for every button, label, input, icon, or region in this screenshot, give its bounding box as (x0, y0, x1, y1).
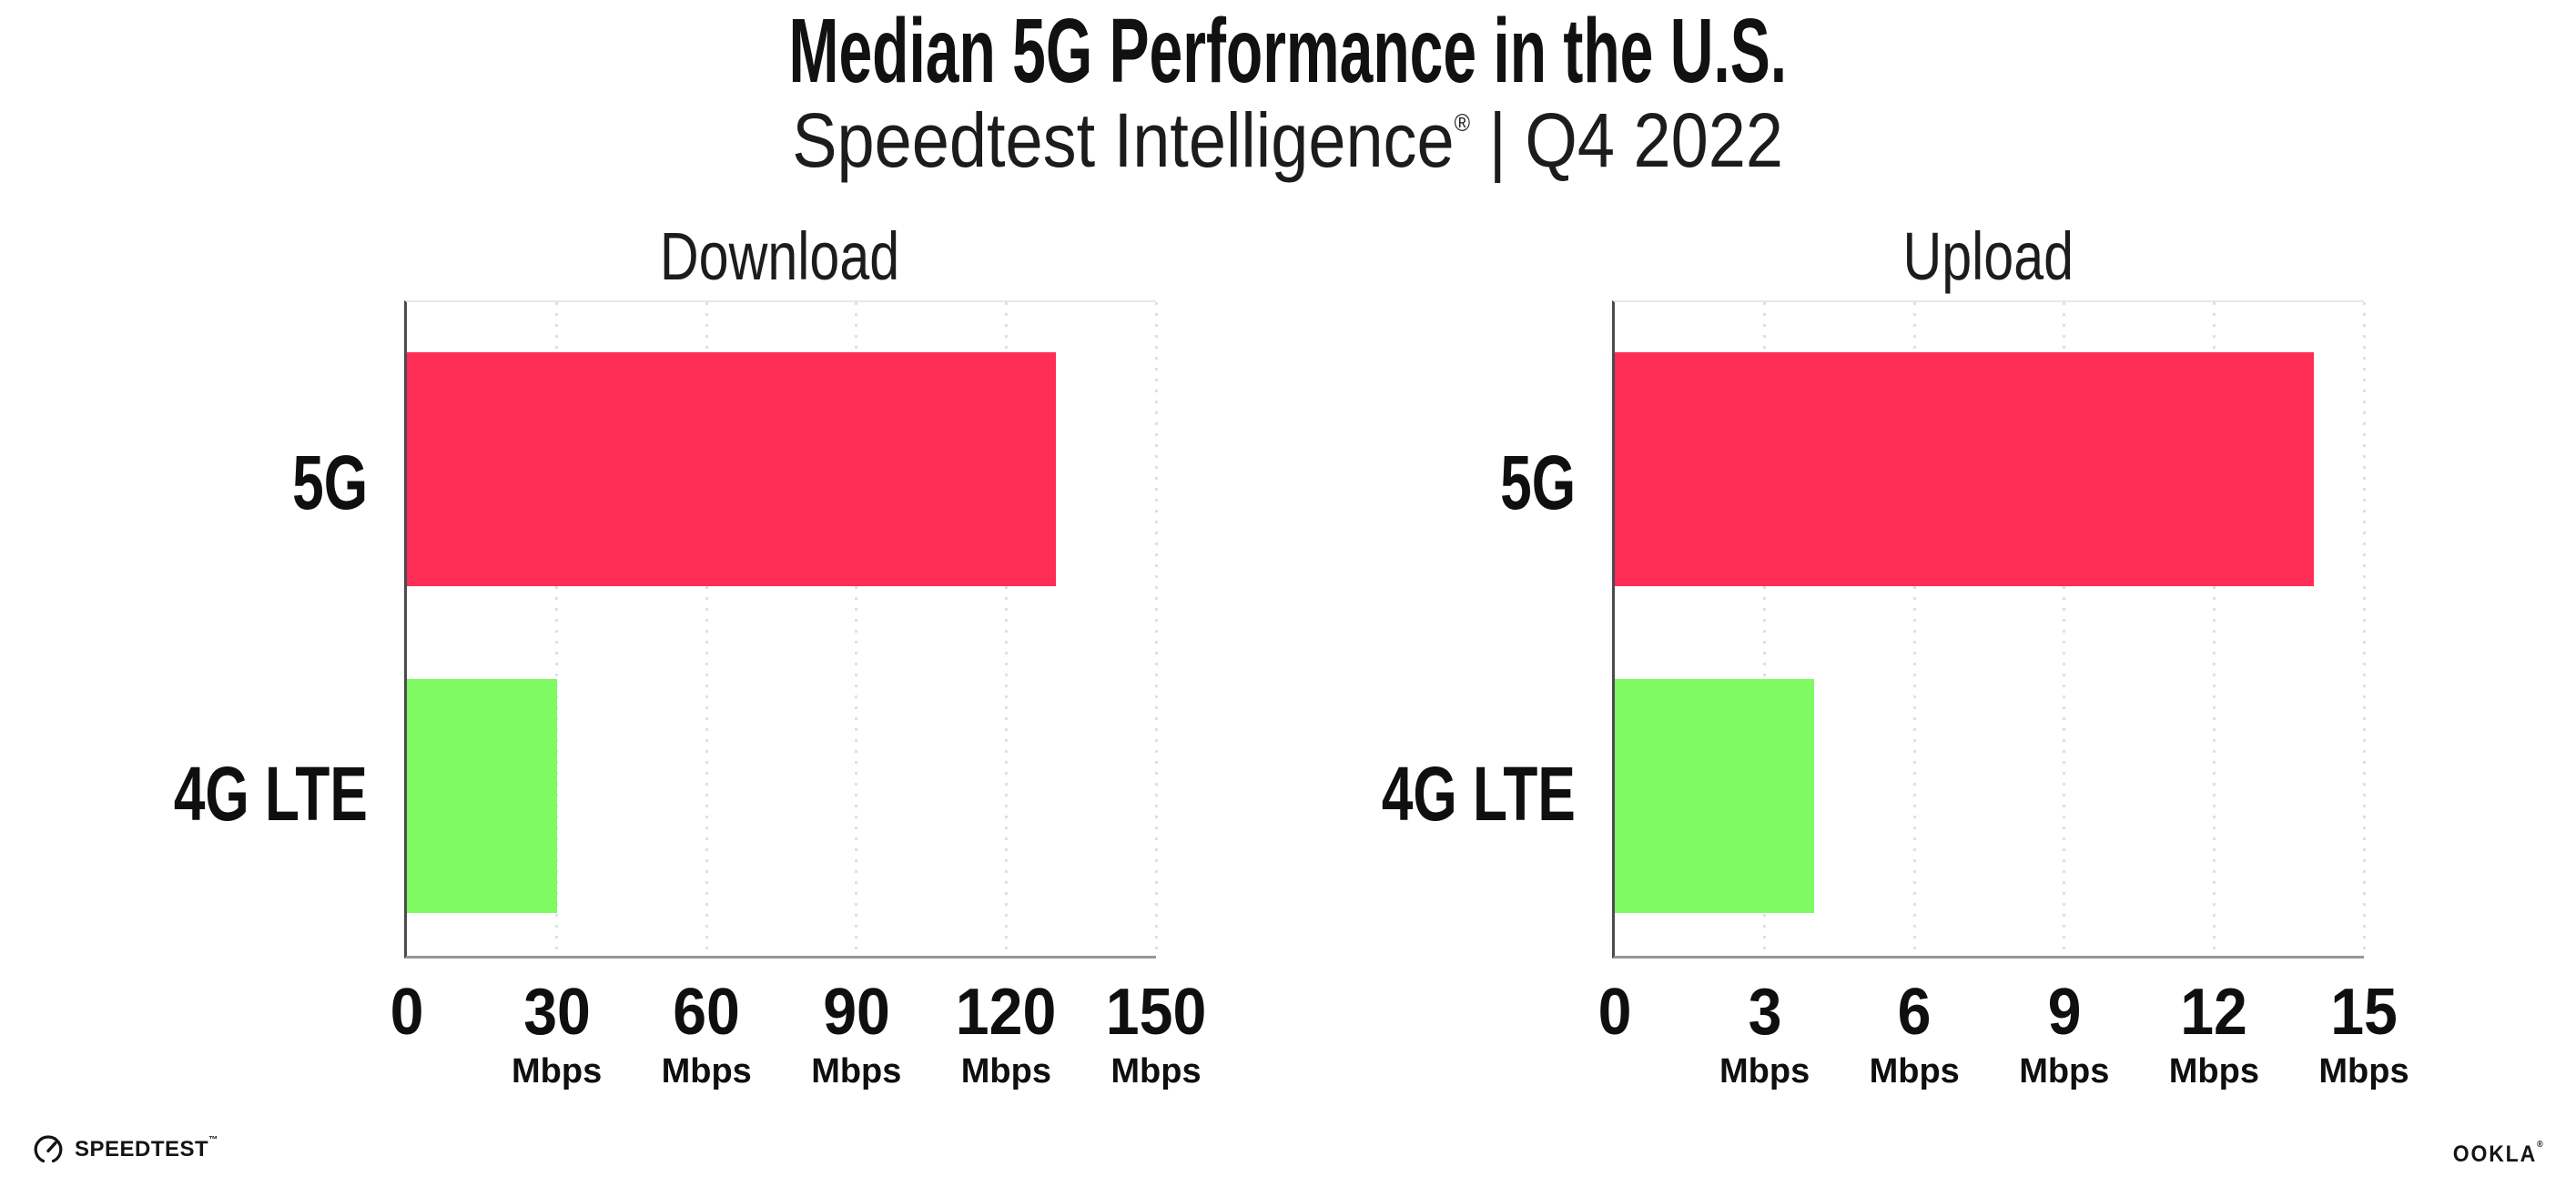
tick-value: 90 (822, 976, 890, 1049)
category-label-4g-lte: 4G LTE (0, 756, 368, 832)
category-label-text: 4G LTE (1382, 751, 1576, 837)
tick-value: 9 (2047, 976, 2082, 1049)
tick-unit: Mbps (511, 1052, 603, 1090)
x-axis-tick-0: 0 (1478, 979, 1751, 1045)
tick-value: 3 (1748, 976, 1782, 1049)
speedtest-logo: SPEEDTEST™ (33, 1134, 218, 1165)
tick-unit: Mbps (661, 1052, 752, 1090)
tick-unit: Mbps (2168, 1052, 2259, 1090)
tick-unit: Mbps (2019, 1052, 2110, 1090)
ookla-label: OOKLA (2453, 1141, 2538, 1167)
category-label-text: 5G (292, 440, 368, 525)
x-axis-tick-0: 0 (270, 979, 543, 1045)
plot-area-upload (1612, 300, 2366, 959)
registered-mark: ® (1455, 109, 1471, 137)
x-axis-tick-15: 15 Mbps (2227, 979, 2500, 1089)
x-axis-tick-9: 9 Mbps (1928, 979, 2201, 1089)
page-title-text: Median 5G Performance in the U.S. (788, 0, 1788, 102)
tick-unit: Mbps (960, 1052, 1051, 1090)
gridline-150-mbps (1154, 302, 1158, 956)
chart-title-text: Upload (1902, 218, 2074, 294)
tick-unit: Mbps (1111, 1052, 1202, 1090)
chart-title-text: Download (660, 218, 900, 294)
category-label-5g: 5G (0, 444, 368, 521)
tick-value: 150 (1105, 976, 1207, 1049)
x-axis-tick-6: 6 Mbps (1778, 979, 2051, 1089)
ookla-logo: OOKLA® (2445, 1140, 2545, 1168)
ookla-registered-mark: ® (2537, 1140, 2545, 1150)
gridline-30-mbps (555, 302, 559, 956)
category-label-4g-lte: 4G LTE (1139, 756, 1576, 832)
tick-value: 0 (1597, 976, 1632, 1049)
gridline-15-mbps (2362, 302, 2366, 956)
gridline-60-mbps (705, 302, 708, 956)
bar-4g-lte-download (407, 679, 557, 913)
plot-area-download (404, 300, 1158, 959)
gridline-90-mbps (855, 302, 858, 956)
chart-title-upload: Upload (1612, 223, 2364, 290)
tick-unit: Mbps (2318, 1052, 2409, 1090)
category-label-text: 5G (1500, 440, 1576, 525)
tick-value: 0 (390, 976, 424, 1049)
gridline-3-mbps (1763, 302, 1767, 956)
speedtest-gauge-icon (34, 1135, 63, 1163)
speedtest-label: SPEEDTEST (75, 1137, 209, 1161)
tick-unit: Mbps (1719, 1052, 1810, 1090)
x-axis-tick-150: 150 Mbps (1019, 979, 1293, 1089)
x-axis-tick-12: 12 Mbps (2077, 979, 2350, 1089)
gridline-12-mbps (2212, 302, 2216, 956)
subtitle-brand: Speedtest Intelligence (792, 97, 1455, 183)
trademark-mark: ™ (208, 1135, 218, 1145)
x-axis-tick-60: 60 Mbps (570, 979, 843, 1089)
category-label-5g: 5G (1139, 444, 1576, 521)
tick-unit: Mbps (1869, 1052, 1960, 1090)
gridline-6-mbps (1912, 302, 1916, 956)
x-axis-tick-120: 120 Mbps (869, 979, 1142, 1089)
page-title: Median 5G Performance in the U.S. (0, 5, 2576, 96)
bar-5g-download (407, 352, 1057, 586)
subtitle-period: | Q4 2022 (1470, 97, 1784, 183)
tick-value: 30 (522, 976, 591, 1049)
tick-value: 15 (2330, 976, 2398, 1049)
bar-5g-upload (1615, 352, 2315, 586)
tick-value: 6 (1897, 976, 1932, 1049)
bar-4g-lte-upload (1615, 679, 1815, 913)
page-subtitle: Speedtest Intelligence® | Q4 2022 (0, 98, 2576, 200)
chart-title-download: Download (404, 223, 1156, 290)
tick-unit: Mbps (811, 1052, 902, 1090)
gridline-120-mbps (1004, 302, 1008, 956)
tick-value: 120 (956, 976, 1057, 1049)
x-axis-tick-90: 90 Mbps (720, 979, 993, 1089)
tick-value: 12 (2180, 976, 2248, 1049)
category-label-text: 4G LTE (174, 751, 368, 837)
x-axis-tick-30: 30 Mbps (421, 979, 694, 1089)
tick-value: 60 (673, 976, 741, 1049)
gridline-9-mbps (2063, 302, 2066, 956)
x-axis-tick-3: 3 Mbps (1628, 979, 1902, 1089)
